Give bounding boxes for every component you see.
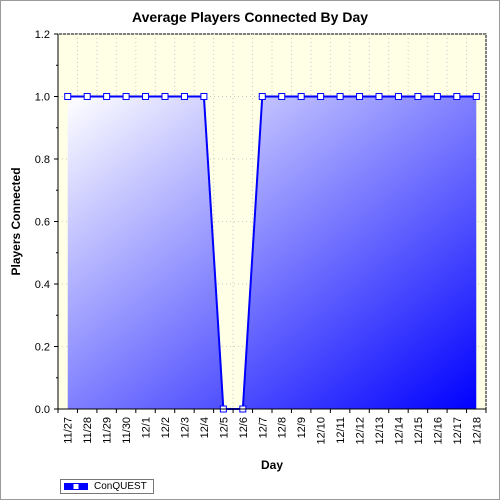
data-point: [122, 93, 130, 100]
x-tick-label: 11/30: [121, 417, 133, 444]
data-point: [336, 93, 344, 100]
x-tick-label: 12/11: [335, 417, 347, 444]
y-tick-label: 0.8: [35, 154, 50, 166]
data-point: [394, 93, 402, 100]
legend: ConQUEST: [60, 479, 154, 494]
y-tick-label: 1.0: [35, 92, 50, 104]
x-tick-label: 11/27: [63, 417, 75, 444]
y-tick-label: 0.4: [35, 279, 50, 291]
data-point: [83, 93, 91, 100]
series-area: [67, 96, 477, 409]
x-tick-label: 11/28: [82, 417, 94, 444]
x-tick-label: 11/29: [102, 417, 114, 444]
x-tick-label: 12/15: [413, 417, 425, 445]
data-point: [200, 93, 208, 100]
x-tick-label: 12/16: [432, 417, 444, 445]
x-tick-label: 12/17: [452, 417, 464, 445]
data-point: [278, 93, 286, 100]
x-tick-label: 12/10: [316, 417, 328, 445]
data-point: [414, 93, 422, 100]
x-tick-label: 12/2: [160, 417, 172, 438]
data-point: [453, 93, 461, 100]
y-tick-label: 0.2: [35, 342, 50, 354]
x-tick-label: 12/9: [296, 417, 308, 438]
data-point: [103, 93, 111, 100]
data-point: [180, 93, 188, 100]
data-point: [142, 93, 150, 100]
data-point: [297, 93, 305, 100]
chart-title: Average Players Connected By Day: [131, 9, 369, 25]
x-tick-label: 12/13: [374, 417, 386, 445]
x-tick-label: 12/7: [257, 417, 269, 438]
series-line: [67, 95, 477, 410]
x-tick-label: 12/12: [355, 417, 367, 445]
y-axis-title: Players Connected: [9, 167, 23, 275]
x-axis-title: Day: [261, 458, 283, 472]
legend-swatch-marker: [72, 483, 80, 490]
x-tick-label: 12/6: [238, 417, 250, 438]
data-point: [375, 93, 383, 100]
data-point: [64, 93, 72, 100]
data-point: [472, 93, 480, 100]
x-tick-label: 12/18: [471, 417, 483, 445]
legend-label: ConQUEST: [94, 481, 147, 492]
y-tick-label: 0.6: [35, 217, 50, 229]
x-tick-label: 12/8: [277, 417, 289, 438]
x-tick-label: 12/3: [179, 417, 191, 438]
x-tick-label: 12/1: [141, 417, 153, 438]
legend-swatch: [64, 483, 88, 490]
y-tick-label: 1.2: [35, 29, 50, 41]
y-tick-label: 0.0: [35, 404, 50, 416]
data-point: [356, 93, 364, 100]
data-point: [433, 93, 441, 100]
x-tick-label: 12/5: [218, 417, 230, 438]
x-tick-label: 12/4: [199, 417, 211, 438]
data-point: [317, 93, 325, 100]
data-point: [161, 93, 169, 100]
plot-area: 0.0 0.2 0.4 0.6 0.8 1.0 1.2 11/27 11/28 11/29 11/3…: [9, 29, 487, 472]
x-tick-label: 12/14: [393, 417, 405, 445]
data-point: [258, 93, 266, 100]
